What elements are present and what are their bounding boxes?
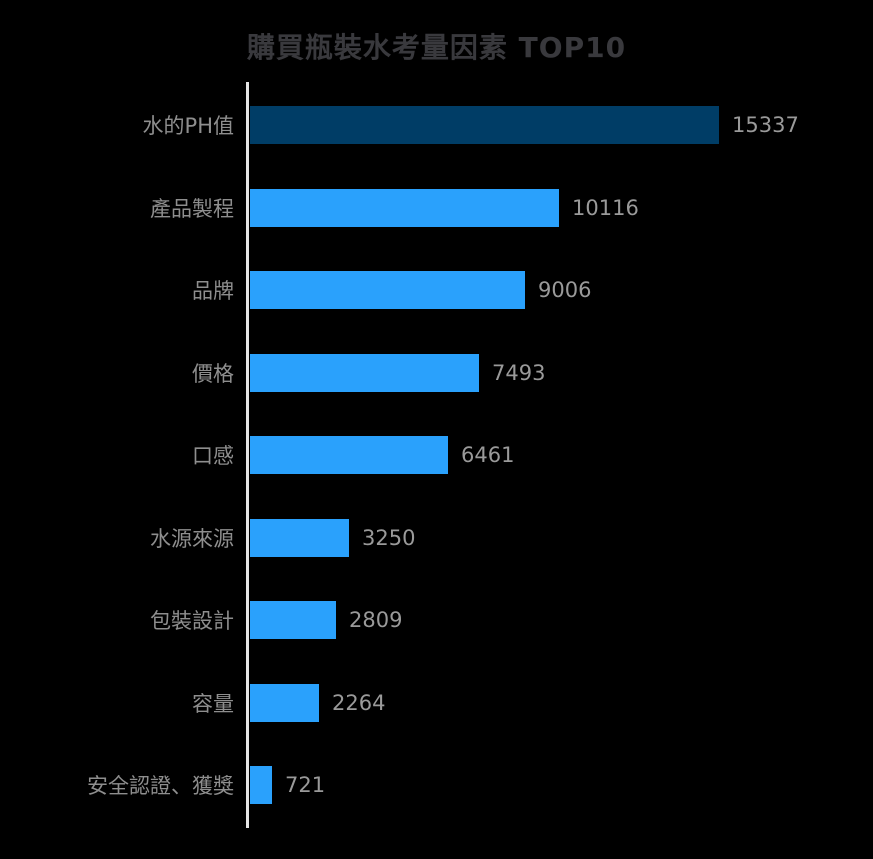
bar xyxy=(250,106,719,145)
bar xyxy=(250,436,448,475)
bar-track: 10116 xyxy=(234,188,873,227)
value-label: 9006 xyxy=(538,278,592,303)
category-label: 安全認證、獲獎 xyxy=(87,774,234,799)
category-label: 包裝設計 xyxy=(150,609,234,634)
bar xyxy=(250,601,336,640)
bar-track: 2809 xyxy=(234,601,873,640)
bar-row: 安全認證、獲獎 721 xyxy=(0,744,873,827)
bar-row: 口感 6461 xyxy=(0,414,873,497)
category-label: 水源來源 xyxy=(150,526,234,551)
chart-title: 購買瓶裝水考量因素 TOP10 xyxy=(246,31,627,64)
value-label: 2264 xyxy=(332,690,386,715)
value-label: 6461 xyxy=(461,443,515,468)
bar-row: 包裝設計 2809 xyxy=(0,579,873,662)
category-label: 產品製程 xyxy=(150,196,234,221)
bar-track: 15337 xyxy=(234,106,873,145)
value-label: 2809 xyxy=(349,608,403,633)
value-label: 10116 xyxy=(572,195,639,220)
category-label: 口感 xyxy=(192,444,234,469)
bar-rows: 水的PH值 15337 產品製程 10116 品牌 9006 價格 7493 口感 6461 水源來… xyxy=(0,84,873,827)
category-label: 品牌 xyxy=(192,279,234,304)
bar xyxy=(250,683,319,722)
bar-track: 3250 xyxy=(234,518,873,557)
bar-track: 2264 xyxy=(234,683,873,722)
category-label: 價格 xyxy=(192,361,234,386)
bar-row: 容量 2264 xyxy=(0,662,873,745)
bar-track: 721 xyxy=(234,766,873,805)
bar xyxy=(250,353,479,392)
bar-row: 水的PH值 15337 xyxy=(0,84,873,167)
value-label: 3250 xyxy=(362,525,416,550)
bar-track: 6461 xyxy=(234,436,873,475)
bar xyxy=(250,271,525,310)
bar-row: 產品製程 10116 xyxy=(0,167,873,250)
category-label: 容量 xyxy=(192,691,234,716)
y-axis-line xyxy=(246,82,249,828)
bar-row: 水源來源 3250 xyxy=(0,497,873,580)
bar-row: 價格 7493 xyxy=(0,332,873,415)
plot-area: 水的PH值 15337 產品製程 10116 品牌 9006 價格 7493 口感 6461 水源來… xyxy=(0,82,873,828)
bar xyxy=(250,188,559,227)
bar-track: 7493 xyxy=(234,353,873,392)
value-label: 721 xyxy=(285,773,326,798)
bar xyxy=(250,766,272,805)
value-label: 7493 xyxy=(492,360,546,385)
bar-row: 品牌 9006 xyxy=(0,249,873,332)
bar xyxy=(250,518,349,557)
bar-track: 9006 xyxy=(234,271,873,310)
value-label: 15337 xyxy=(732,113,799,138)
category-label: 水的PH值 xyxy=(142,114,234,139)
